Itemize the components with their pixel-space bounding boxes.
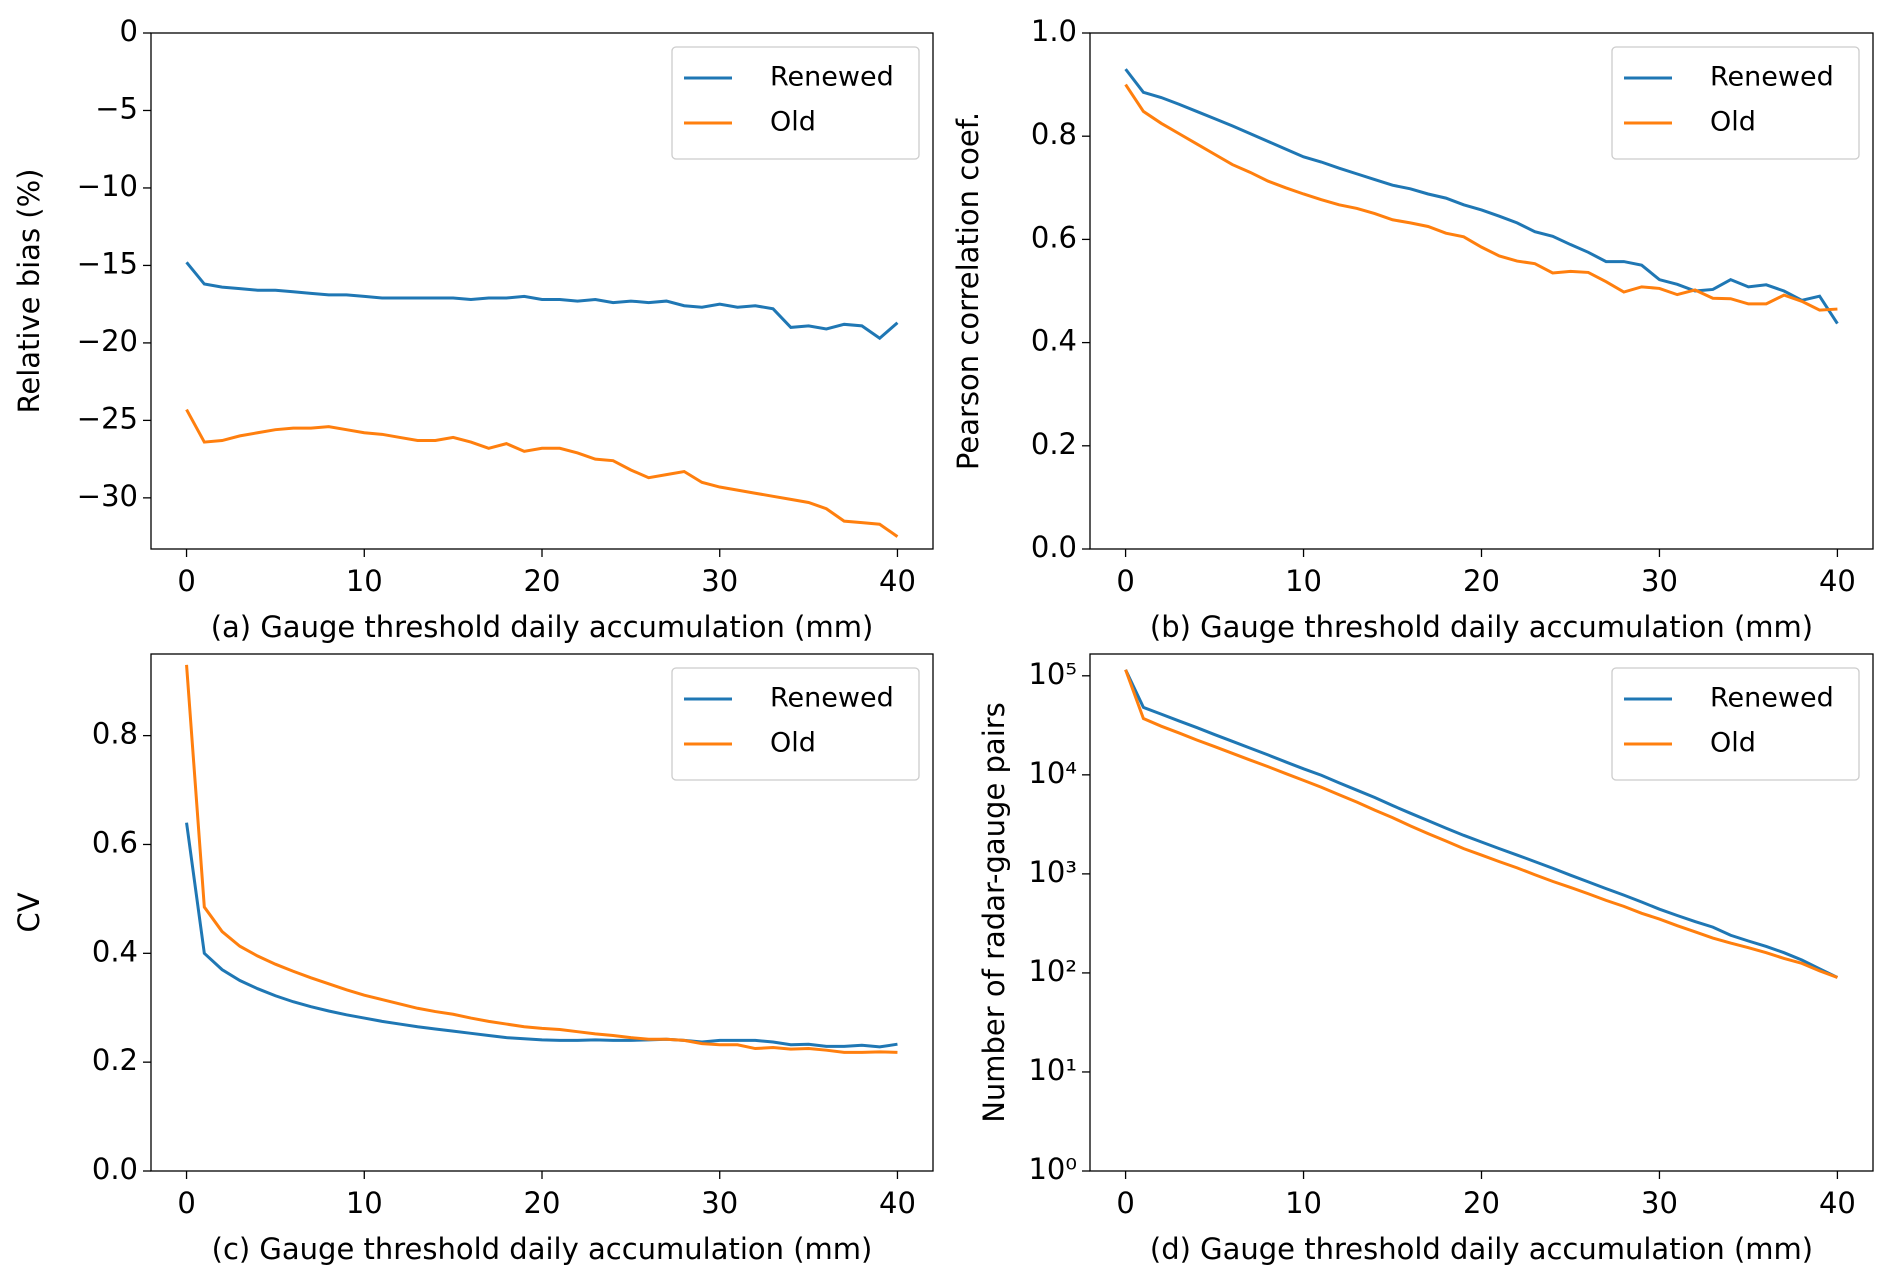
y-tick-label: 1.0 [1031, 14, 1077, 48]
x-tick-label: 10 [1285, 564, 1322, 598]
legend-label: Renewed [1710, 62, 1834, 93]
y-tick-label: −15 [77, 246, 138, 280]
y-axis-label: Relative bias (%) [12, 169, 46, 414]
x-tick-label: 10 [1285, 1186, 1322, 1220]
y-axis-label: Pearson correlation coef. [951, 112, 985, 470]
x-tick-label: 10 [346, 564, 383, 598]
subplot: 0 10 20 30 40 10⁰ 10¹ 10² 10³ 10⁴ 10⁵ (d) Gauge thr… [977, 653, 1874, 1266]
legend-label: Old [1710, 728, 1756, 759]
x-tick-label: 40 [1819, 564, 1856, 598]
legend-box [671, 667, 920, 781]
y-tick-label: −25 [77, 401, 138, 435]
x-tick-label: 10 [346, 1186, 383, 1220]
y-tick-label: 0.4 [92, 934, 138, 968]
legend: Renewed Old [1611, 667, 1860, 781]
x-tick-label: 0 [1116, 1186, 1134, 1220]
y-tick-label: −20 [77, 324, 138, 358]
data-line [1124, 83, 1838, 312]
y-tick-label: 0.6 [92, 825, 138, 859]
x-tick-label: 40 [879, 564, 916, 598]
x-tick-label: 30 [701, 564, 738, 598]
legend: Renewed Old [671, 667, 920, 781]
subplot: 0 10 20 30 40 −30 −25 −20 −15 −10 −5 0 (a) Gauge thr… [12, 14, 934, 644]
data-line [185, 408, 899, 538]
data-line [185, 664, 898, 1054]
x-tick-label: 0 [1116, 564, 1134, 598]
y-tick-label: 10⁵ [1028, 657, 1077, 691]
y-tick-label: 0.4 [1031, 324, 1077, 358]
y-tick-label: −30 [77, 479, 138, 513]
subplot: 0 10 20 30 40 0.0 0.2 0.4 0.6 0.8 1.0 (b) Gauge thr… [951, 14, 1874, 644]
y-tick-label: 0.2 [92, 1043, 138, 1077]
y-tick-label: 10³ [1028, 855, 1077, 889]
x-tick-label: 20 [524, 1186, 561, 1220]
legend-label: Renewed [770, 683, 894, 714]
legend-box [1611, 46, 1860, 160]
x-tick-label: 20 [1463, 564, 1500, 598]
x-tick-label: 0 [177, 564, 195, 598]
legend-box [1611, 667, 1860, 781]
x-axis-label: (a) Gauge threshold daily accumulation (… [211, 610, 874, 644]
y-tick-label: 10¹ [1028, 1053, 1077, 1087]
x-tick-label: 20 [524, 564, 561, 598]
legend-label: Old [1710, 107, 1756, 138]
legend-label: Old [770, 107, 816, 138]
y-tick-label: −5 [95, 91, 138, 125]
legend-label: Renewed [1710, 683, 1834, 714]
y-tick-label: 0.8 [92, 717, 138, 751]
legend: Renewed Old [671, 46, 920, 160]
x-tick-label: 40 [879, 1186, 916, 1220]
y-tick-label: 0.2 [1031, 427, 1077, 461]
y-tick-label: 0 [120, 14, 138, 48]
x-tick-label: 30 [1641, 1186, 1678, 1220]
y-tick-label: 10⁴ [1028, 756, 1077, 790]
x-axis-label: (d) Gauge threshold daily accumulation (… [1150, 1232, 1813, 1266]
x-axis-label: (b) Gauge threshold daily accumulation (… [1150, 610, 1813, 644]
x-tick-label: 20 [1463, 1186, 1500, 1220]
y-tick-label: 0.8 [1031, 117, 1077, 151]
data-line [1124, 669, 1838, 979]
data-line [1124, 68, 1839, 325]
y-tick-label: 10⁰ [1028, 1152, 1077, 1186]
y-tick-label: 0.6 [1031, 220, 1077, 254]
y-tick-label: 0.0 [92, 1152, 138, 1186]
x-tick-label: 0 [177, 1186, 195, 1220]
y-tick-label: −10 [77, 169, 138, 203]
subplot: 0 10 20 30 40 0.0 0.2 0.4 0.6 0.8 (c) Gauge thresh… [12, 653, 934, 1266]
y-tick-label: 10² [1028, 954, 1077, 988]
x-tick-label: 30 [1641, 564, 1678, 598]
data-line [1124, 669, 1839, 979]
data-line [185, 822, 898, 1049]
x-tick-label: 30 [701, 1186, 738, 1220]
x-axis-label: (c) Gauge threshold daily accumulation (… [212, 1232, 873, 1266]
legend-box [671, 46, 920, 160]
y-tick-label: 0.0 [1031, 530, 1077, 564]
x-tick-label: 40 [1819, 1186, 1856, 1220]
y-axis-label: CV [12, 892, 46, 932]
y-axis-label: Number of radar-gauge pairs [977, 702, 1011, 1123]
data-line [185, 261, 899, 341]
legend-label: Old [770, 728, 816, 759]
legend-label: Renewed [770, 62, 894, 93]
legend: Renewed Old [1611, 46, 1860, 160]
